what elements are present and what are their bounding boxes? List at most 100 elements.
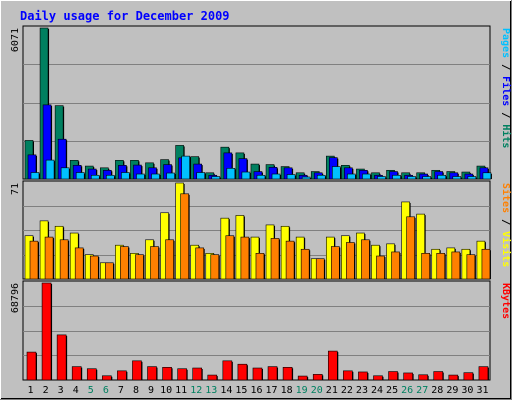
legend-part: Hits bbox=[500, 124, 512, 148]
bar-kbytes-day-24 bbox=[373, 375, 383, 381]
bar-sites-day-20 bbox=[315, 258, 325, 280]
bar-pages-day-22 bbox=[347, 173, 356, 180]
legend-part: Pages bbox=[500, 28, 511, 58]
bar-sites-day-9 bbox=[150, 246, 159, 280]
bar-pages-day-14 bbox=[226, 168, 236, 180]
x-tick-label: 7 bbox=[118, 385, 124, 396]
bar-sites-day-10 bbox=[165, 239, 174, 280]
bar-sites-day-6 bbox=[105, 262, 114, 280]
bar-sites-day-16 bbox=[255, 253, 265, 280]
x-tick-label: 16 bbox=[250, 385, 262, 396]
legend-part: / bbox=[500, 106, 511, 124]
bar-sites-day-23 bbox=[361, 239, 370, 280]
panel-kbytes: 68796 KBytes bbox=[10, 280, 511, 381]
x-tick-label: 11 bbox=[175, 385, 187, 396]
bar-pages-day-2 bbox=[45, 159, 55, 180]
bar-sites-day-29 bbox=[451, 251, 461, 280]
x-tick-label: 5 bbox=[88, 385, 94, 396]
bar-sites-day-15 bbox=[240, 236, 250, 280]
bar-sites-day-26 bbox=[406, 216, 415, 280]
panel-hits-files-pages: 6071 Pages / Files / Hits bbox=[10, 25, 512, 180]
x-tick-label: 30 bbox=[461, 385, 473, 396]
legend-part: / bbox=[500, 58, 511, 76]
x-tick-label: 24 bbox=[371, 385, 383, 396]
bar-pages-day-8 bbox=[136, 173, 145, 180]
x-tick-label: 26 bbox=[401, 385, 413, 396]
x-tick-label: 1 bbox=[28, 385, 34, 396]
bar-kbytes-day-16 bbox=[252, 367, 263, 381]
bar-sites-day-4 bbox=[74, 247, 84, 280]
bar-pages-day-21 bbox=[331, 166, 341, 180]
bar-kbytes-day-13 bbox=[207, 374, 218, 381]
bar-pages-day-24 bbox=[377, 176, 386, 180]
bar-sites-day-24 bbox=[376, 255, 385, 280]
bar-kbytes-day-1 bbox=[26, 351, 37, 381]
bar-sites-day-28 bbox=[436, 253, 446, 280]
bar-kbytes-day-15 bbox=[237, 363, 248, 381]
bar-kbytes-day-3 bbox=[56, 334, 67, 381]
bar-pages-day-23 bbox=[362, 173, 371, 180]
bar-pages-day-6 bbox=[106, 174, 115, 180]
chart-panels: 6071 Pages / Files / Hits 71 Sites / Visits… bbox=[10, 25, 512, 381]
bar-kbytes-day-6 bbox=[102, 375, 112, 381]
bar-pages-day-27 bbox=[422, 176, 431, 180]
x-tick-label: 27 bbox=[416, 385, 428, 396]
bar-kbytes-day-9 bbox=[147, 366, 157, 381]
bar-pages-day-13 bbox=[211, 176, 221, 180]
bar-sites-day-13 bbox=[210, 254, 220, 280]
bar-pages-day-19 bbox=[301, 176, 311, 180]
x-tick-label: 14 bbox=[220, 385, 232, 396]
bar-kbytes-day-31 bbox=[478, 366, 489, 381]
series-kbytes bbox=[26, 282, 489, 381]
panel-ymax-label: 71 bbox=[10, 183, 21, 195]
bar-sites-day-5 bbox=[89, 255, 99, 280]
bar-pages-day-18 bbox=[286, 174, 296, 180]
panel-ymax-label: 6071 bbox=[10, 28, 21, 52]
x-tick-label: 13 bbox=[205, 385, 217, 396]
bar-pages-day-20 bbox=[316, 174, 326, 180]
x-tick-label: 28 bbox=[431, 385, 443, 396]
bar-kbytes-day-18 bbox=[282, 367, 293, 381]
x-tick-label: 10 bbox=[160, 385, 172, 396]
x-tick-label: 15 bbox=[235, 385, 247, 396]
bar-pages-day-4 bbox=[75, 172, 85, 180]
x-tick-label: 17 bbox=[266, 385, 278, 396]
x-axis-tick-labels: 1 2 3 4 5 6 7 8 9 10 11 12 13 14 15 16 17 18 19 20 21 22 23 24 2… bbox=[28, 385, 489, 396]
bar-kbytes-day-4 bbox=[71, 366, 82, 381]
bar-kbytes-day-27 bbox=[418, 374, 428, 381]
panel-visits-sites: 71 Sites / Visits bbox=[10, 180, 512, 280]
bar-kbytes-day-21 bbox=[327, 350, 338, 381]
bar-kbytes-day-23 bbox=[358, 371, 368, 381]
bar-pages-day-16 bbox=[256, 174, 266, 180]
bar-kbytes-day-14 bbox=[222, 360, 233, 381]
panel-ymax-label: 68796 bbox=[10, 283, 21, 313]
bar-kbytes-day-30 bbox=[463, 372, 474, 381]
x-tick-label: 19 bbox=[296, 385, 308, 396]
x-tick-label: 18 bbox=[281, 385, 293, 396]
series-sites bbox=[29, 193, 491, 280]
bar-pages-day-15 bbox=[241, 171, 251, 180]
legend-part: Visits bbox=[500, 231, 512, 267]
legend-part: Sites bbox=[500, 183, 512, 213]
chart-title: Daily usage for December 2009 bbox=[20, 9, 230, 23]
x-tick-label: 29 bbox=[446, 385, 458, 396]
x-tick-label: 4 bbox=[73, 385, 79, 396]
bar-kbytes-day-29 bbox=[448, 374, 459, 381]
bar-kbytes-day-8 bbox=[132, 360, 142, 381]
x-tick-label: 22 bbox=[341, 385, 353, 396]
bar-pages-day-28 bbox=[437, 174, 447, 180]
bar-sites-day-2 bbox=[44, 236, 54, 280]
legend-part: KBytes bbox=[500, 283, 511, 319]
bar-sites-day-30 bbox=[466, 254, 476, 280]
x-tick-label: 2 bbox=[43, 385, 49, 396]
bar-pages-day-5 bbox=[90, 174, 100, 180]
bar-sites-day-19 bbox=[300, 248, 310, 280]
x-tick-label: 9 bbox=[148, 385, 154, 396]
bar-pages-day-30 bbox=[467, 176, 477, 180]
bar-visits-day-27 bbox=[416, 213, 425, 280]
bar-kbytes-day-7 bbox=[117, 370, 127, 381]
bar-kbytes-day-26 bbox=[403, 372, 413, 381]
bar-kbytes-day-22 bbox=[343, 370, 353, 381]
panel-frame bbox=[22, 25, 491, 180]
